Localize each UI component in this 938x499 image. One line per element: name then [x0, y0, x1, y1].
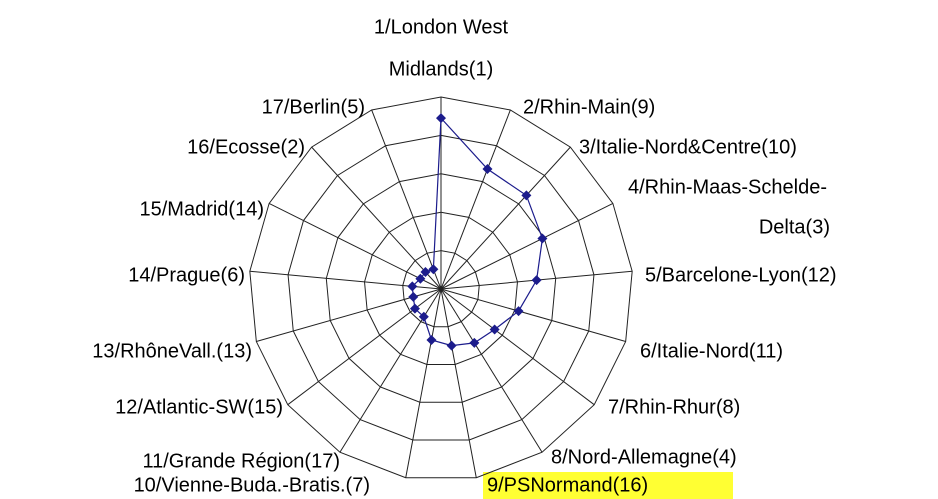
- axis-label: 10/Vienne-Buda.-Bratis.(7): [134, 474, 370, 496]
- marker: [482, 164, 493, 175]
- marker: [489, 324, 500, 335]
- spoke: [440, 288, 477, 478]
- marker: [513, 306, 524, 317]
- marker: [446, 340, 457, 351]
- grid-ring: [364, 211, 518, 365]
- marker: [426, 334, 437, 345]
- spoke: [287, 288, 442, 406]
- spoke: [405, 288, 442, 478]
- marker: [409, 303, 420, 314]
- spoke: [440, 146, 571, 290]
- axis-label: 6/Italie-Nord(11): [640, 340, 783, 362]
- spoke: [268, 202, 442, 290]
- marker: [469, 337, 480, 348]
- axis-label: 1/London West: [374, 16, 509, 38]
- marker: [408, 291, 419, 302]
- spoke: [440, 202, 614, 290]
- axis-label: Midlands(1): [389, 58, 493, 80]
- marker: [428, 264, 439, 275]
- axis-label: 2/Rhin-Main(9): [523, 96, 655, 118]
- axis-label: 3/Italie-Nord&Centre(10): [579, 136, 797, 158]
- grid-ring: [287, 134, 595, 441]
- highlight: [483, 472, 733, 499]
- axis-label: Delta(3): [759, 216, 830, 238]
- axis-label: 8/Nord-Allemagne(4): [551, 446, 737, 468]
- spoke: [440, 288, 626, 343]
- axis-label: 16/Ecosse(2): [187, 136, 305, 158]
- axis-label: 11/Grande Région(17): [142, 450, 340, 472]
- spoke: [440, 109, 511, 290]
- spoke: [440, 288, 543, 453]
- axis-label: 4/Rhin-Maas-Schelde-: [628, 176, 827, 198]
- axis-label: 13/RhôneVall.(13): [92, 340, 252, 362]
- grid-ring: [249, 96, 633, 479]
- axis-label: 7/Rhin-Rhur(8): [608, 396, 740, 418]
- axis-label: 14/Prague(6): [128, 264, 245, 286]
- spoke: [371, 109, 442, 290]
- marker: [436, 113, 446, 124]
- grid-ring: [402, 250, 480, 328]
- marker: [415, 273, 426, 284]
- marker: [407, 281, 418, 292]
- axis-label: 17/Berlin(5): [262, 96, 365, 118]
- marker: [521, 190, 532, 201]
- axis-label: 9/PSNormand(16): [487, 474, 648, 496]
- marker: [418, 311, 429, 322]
- spoke: [440, 288, 595, 406]
- marker: [537, 233, 548, 244]
- marker: [531, 275, 542, 286]
- spoke: [311, 146, 442, 290]
- axis-label: 5/Barcelone-Lyon(12): [645, 264, 837, 286]
- axis-label: 12/Atlantic-SW(15): [115, 396, 283, 418]
- axis-label: 15/Madrid(14): [139, 198, 264, 220]
- marker: [420, 266, 431, 277]
